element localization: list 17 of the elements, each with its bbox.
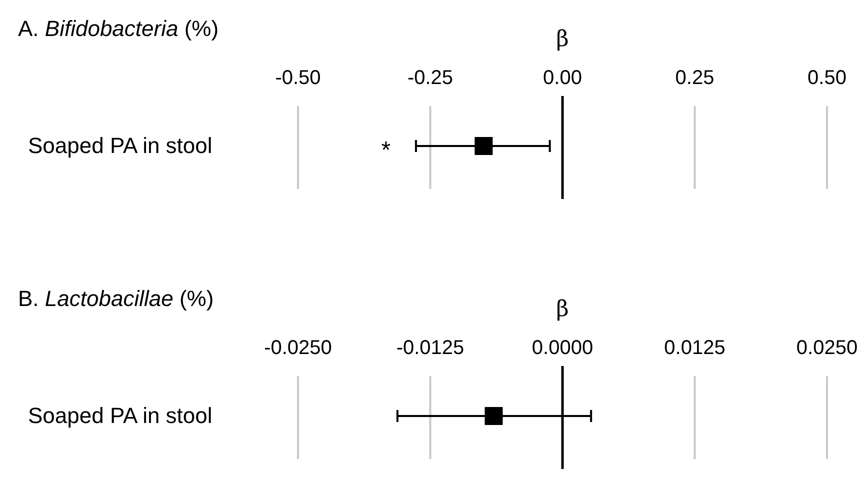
x-tick-label: 0.25 xyxy=(675,67,714,89)
text: B. Lactobacillae (%) xyxy=(18,286,214,311)
x-tick-label: -0.0250 xyxy=(264,337,332,359)
x-tick-label: 0.0125 xyxy=(664,337,726,359)
x-tick-label: 0.50 xyxy=(808,67,846,89)
x-axis-title: β xyxy=(556,27,569,52)
x-tick-label: -0.25 xyxy=(407,67,454,89)
x-tick-label: -0.50 xyxy=(275,67,321,89)
y-tick-label: Soaped PA in stool xyxy=(28,133,212,158)
x-tick-label: 0.0250 xyxy=(796,337,858,359)
text: A. Bifidobacteria (%) xyxy=(18,16,219,41)
y-tick-label: Soaped PA in stool xyxy=(28,403,212,428)
x-tick-label: 0.0000 xyxy=(532,337,594,359)
x-tick-label: -0.0125 xyxy=(396,337,464,359)
x-tick-label: 0.00 xyxy=(543,67,582,89)
x-axis-title: β xyxy=(556,297,569,322)
annotation: * xyxy=(381,137,391,164)
